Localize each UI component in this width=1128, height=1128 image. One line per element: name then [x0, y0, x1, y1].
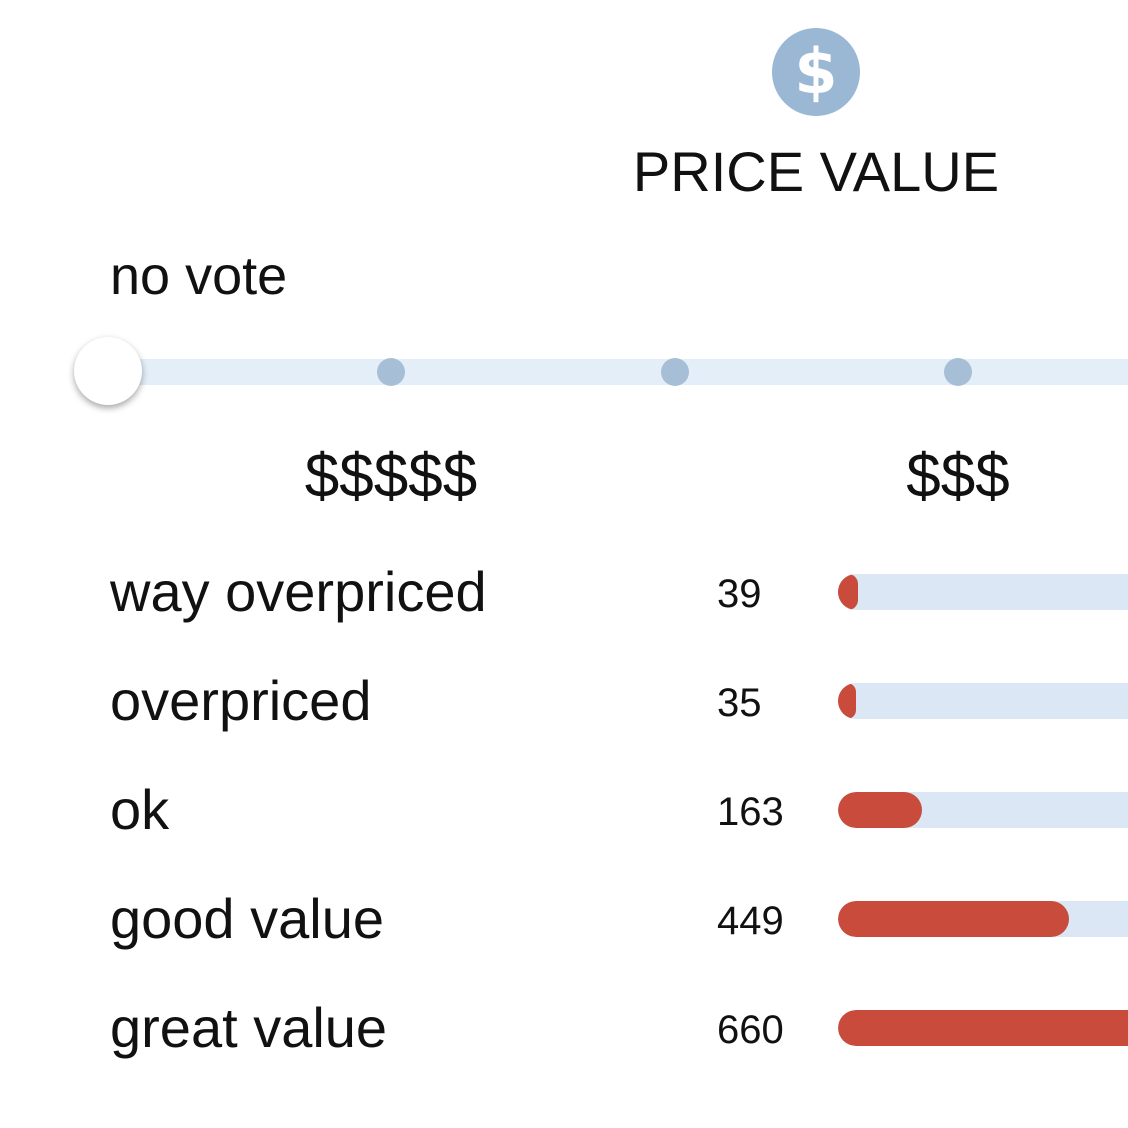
rating-bar-fill [838, 574, 858, 610]
rating-count: 35 [717, 681, 762, 725]
slider-stop[interactable] [377, 358, 405, 386]
rating-bar-fill [838, 901, 1069, 937]
rating-bar-fill [838, 792, 922, 828]
rating-count: 660 [717, 1008, 784, 1052]
rating-label: ok [110, 778, 170, 841]
rating-label: way overpriced [110, 560, 487, 623]
rating-bar-fill [838, 1010, 1128, 1046]
slider-stop[interactable] [661, 358, 689, 386]
rating-bar-fill [838, 683, 856, 719]
section-title: PRICE VALUE [632, 140, 1000, 203]
rating-count: 163 [717, 790, 784, 834]
rating-bar [838, 901, 1128, 937]
dollar-sign-icon: $ [772, 28, 860, 116]
rating-row: good value 449 [0, 887, 1128, 987]
rating-bar [838, 574, 1128, 610]
price-label-five-dollars: $$$$$ [304, 442, 478, 511]
rating-bar [838, 1010, 1128, 1046]
price-label-three-dollars: $$$ [906, 442, 1010, 511]
rating-row: great value 660 [0, 996, 1128, 1096]
rating-bar [838, 792, 1128, 828]
rating-label: overpriced [110, 669, 372, 732]
rating-row: way overpriced 39 [0, 560, 1128, 660]
rating-bar [838, 683, 1128, 719]
vote-status: no vote [110, 246, 288, 306]
rating-row: overpriced 35 [0, 669, 1128, 769]
rating-label: good value [110, 887, 385, 950]
rating-label: great value [110, 996, 388, 1059]
rating-count: 39 [717, 572, 762, 616]
rating-count: 449 [717, 899, 784, 943]
slider-stop[interactable] [944, 358, 972, 386]
slider-handle[interactable] [74, 337, 142, 405]
price-vote-slider[interactable] [110, 359, 1128, 385]
rating-row: ok 163 [0, 778, 1128, 878]
